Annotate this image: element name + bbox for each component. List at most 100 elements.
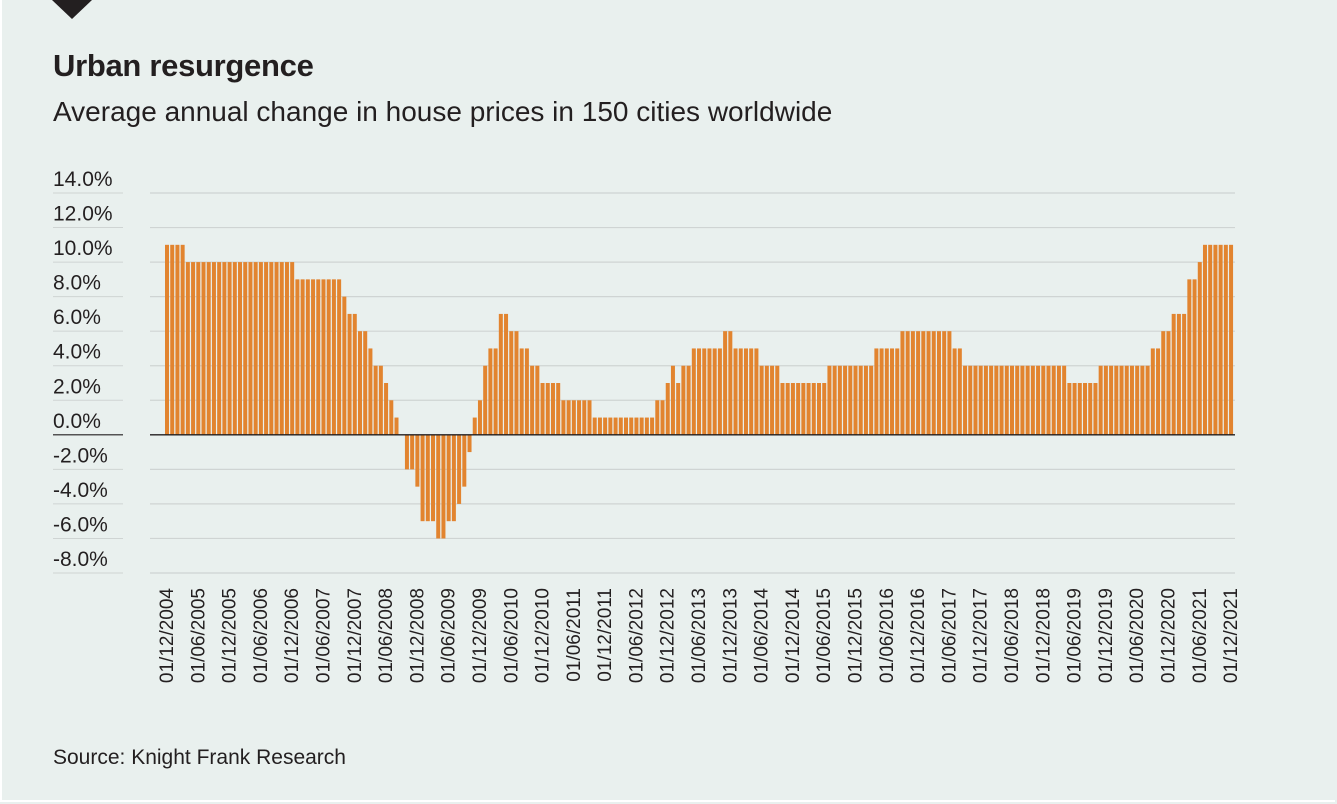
- bar: [613, 417, 618, 435]
- bar: [467, 434, 472, 453]
- bar: [264, 262, 269, 435]
- bar: [1166, 331, 1171, 435]
- bar: [806, 383, 811, 435]
- bar: [999, 365, 1004, 435]
- bar: [404, 434, 409, 470]
- bar: [295, 279, 300, 435]
- bar: [738, 348, 743, 435]
- bar: [973, 365, 978, 435]
- bar: [326, 279, 331, 435]
- bar: [368, 348, 373, 435]
- bar: [650, 417, 655, 435]
- bar: [1025, 365, 1030, 435]
- bar: [483, 365, 488, 435]
- bar: [582, 400, 587, 435]
- bar: [1103, 365, 1108, 435]
- bar: [624, 417, 629, 435]
- bar: [942, 331, 947, 435]
- bar: [1218, 244, 1223, 435]
- bar: [441, 434, 446, 539]
- bar: [837, 365, 842, 435]
- bar: [165, 244, 169, 435]
- bar: [462, 434, 467, 487]
- x-tick-label: 01/06/2014: [752, 588, 773, 684]
- bar: [801, 383, 806, 435]
- bar: [759, 365, 764, 435]
- x-tick-label: 01/06/2008: [376, 588, 397, 683]
- bar: [217, 262, 222, 435]
- bar: [843, 365, 848, 435]
- bar: [258, 262, 263, 435]
- bar: [676, 383, 681, 435]
- bar: [890, 348, 895, 435]
- bar: [222, 262, 227, 435]
- bar: [1150, 348, 1155, 435]
- bar: [1161, 331, 1166, 435]
- bar: [498, 313, 503, 435]
- bar: [170, 244, 175, 435]
- bar: [848, 365, 853, 435]
- triangle-marker-icon: [52, 0, 92, 19]
- x-tick-label: 01/06/2010: [501, 588, 522, 683]
- x-tick-label: 01/06/2013: [689, 588, 710, 683]
- bar: [832, 365, 837, 435]
- bar: [1119, 365, 1124, 435]
- bar: [384, 383, 389, 435]
- bar: [936, 331, 941, 435]
- bar: [1088, 383, 1093, 435]
- bar: [785, 383, 790, 435]
- bar: [206, 262, 211, 435]
- bar: [1129, 365, 1134, 435]
- bar: [926, 331, 931, 435]
- y-tick-label: -8.0%: [53, 548, 108, 571]
- x-tick-label: 01/06/2012: [626, 588, 647, 683]
- x-tick-label: 01/06/2018: [1002, 588, 1023, 683]
- bar: [1041, 365, 1046, 435]
- bar: [1051, 365, 1056, 435]
- bar: [451, 434, 456, 522]
- bar: [232, 262, 237, 435]
- bar: [608, 417, 613, 435]
- bar: [373, 365, 378, 435]
- bar: [811, 383, 816, 435]
- x-tick-label: 01/12/2021: [1221, 588, 1242, 683]
- bar: [431, 434, 436, 522]
- x-tick-label: 01/06/2007: [313, 588, 334, 683]
- bar: [269, 262, 274, 435]
- source-note: Source: Knight Frank Research: [53, 746, 346, 769]
- bar: [644, 417, 649, 435]
- x-tick-label: 01/06/2020: [1127, 588, 1148, 683]
- bar: [389, 400, 394, 435]
- bar: [743, 348, 748, 435]
- y-tick-label: 2.0%: [53, 375, 101, 398]
- bar: [691, 348, 696, 435]
- x-tick-label: 01/12/2009: [470, 588, 491, 683]
- bar: [556, 383, 561, 435]
- x-axis-tick-labels: 01/12/2004 01/06/2005 01/12/2005 01/06/2006…: [157, 588, 1242, 684]
- bar: [436, 434, 441, 539]
- x-tick-label: 01/12/2012: [658, 588, 679, 683]
- x-tick-label: 01/12/2011: [595, 588, 616, 682]
- bar: [1030, 365, 1035, 435]
- bar: [754, 348, 759, 435]
- x-tick-label: 01/12/2013: [720, 588, 741, 683]
- bar: [472, 417, 477, 435]
- bar: [337, 279, 342, 435]
- chart-subtitle: Average annual change in house prices in…: [53, 96, 833, 127]
- bar: [394, 417, 399, 435]
- bar: [712, 348, 717, 435]
- bar: [477, 400, 482, 435]
- bar: [1004, 365, 1009, 435]
- x-tick-label: 01/06/2006: [251, 588, 272, 683]
- bar: [488, 348, 493, 435]
- bar: [1020, 365, 1025, 435]
- x-tick-label: 01/12/2020: [1158, 588, 1179, 683]
- bar: [670, 365, 675, 435]
- bar: [796, 383, 801, 435]
- x-tick-label: 01/12/2017: [971, 588, 992, 683]
- bar: [655, 400, 660, 435]
- bar: [764, 365, 769, 435]
- bar: [1145, 365, 1150, 435]
- bar: [989, 365, 994, 435]
